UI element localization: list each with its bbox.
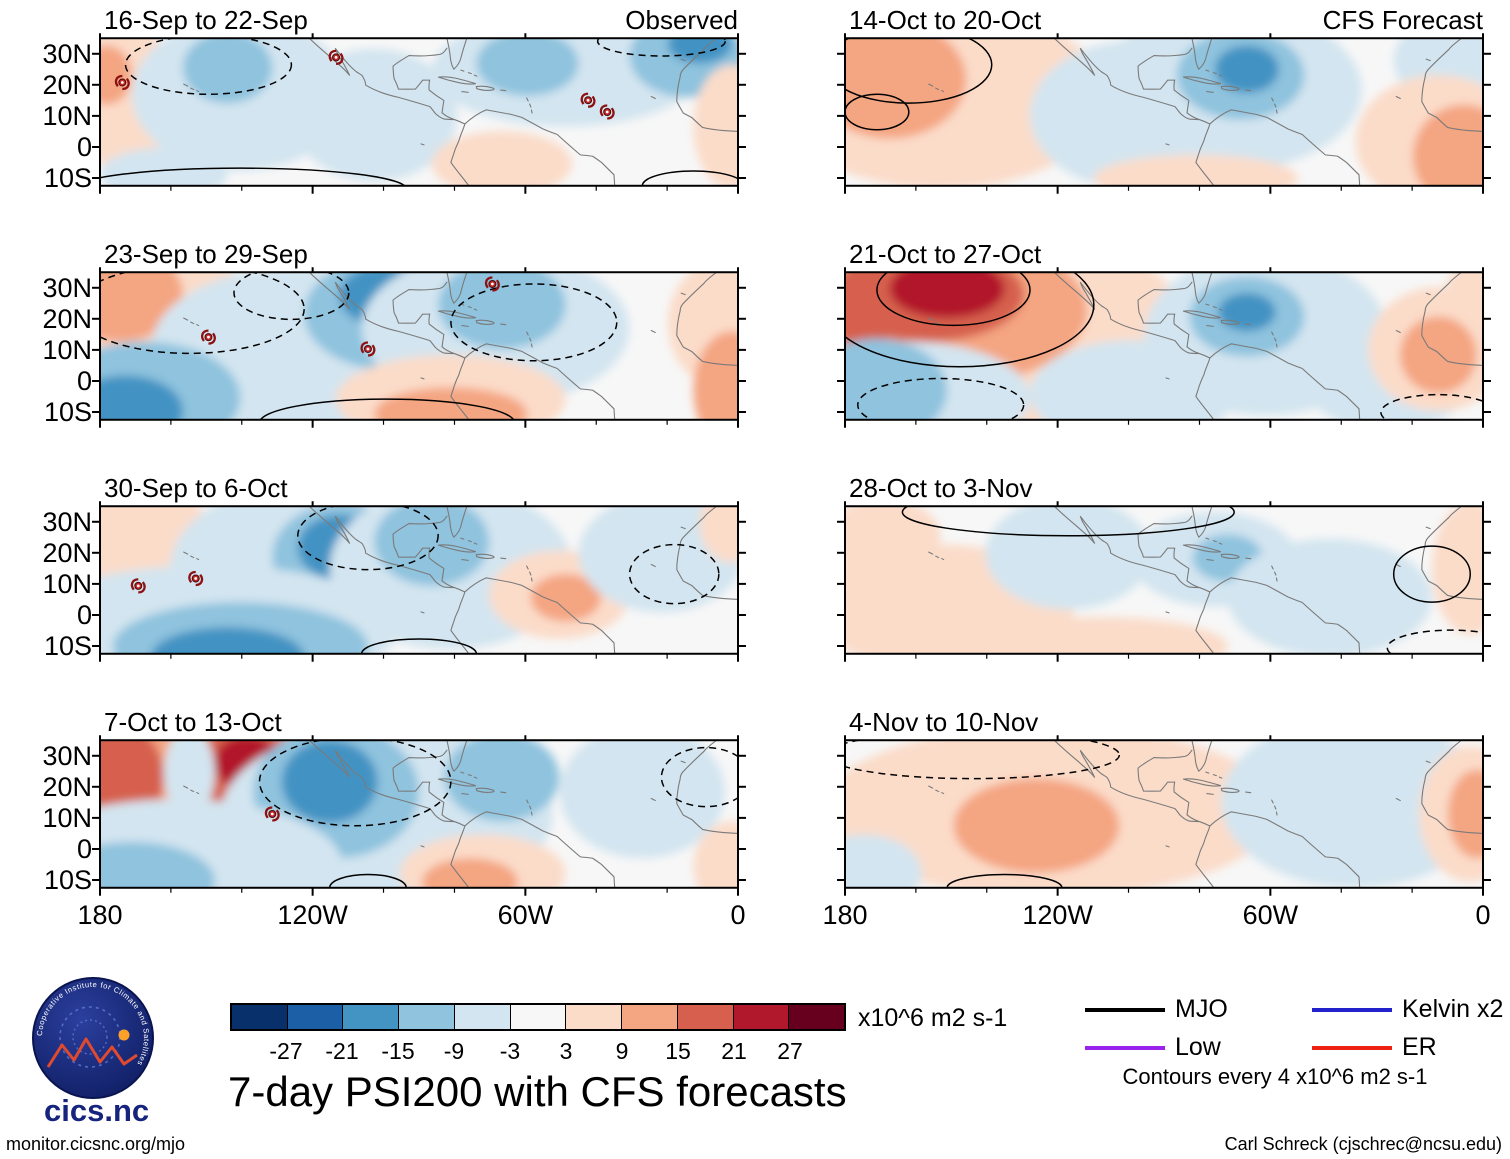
y-axis-tick-label: 10N [42,802,92,833]
y-axis-tick-label: 20N [42,303,92,334]
colorbar [230,1003,846,1031]
colorbar-cell [343,1005,400,1029]
colorbar-tick-label: 9 [615,1038,629,1064]
y-axis-tick-label: 0 [76,132,92,163]
colorbar-cell [399,1005,455,1029]
colorbar-cell [622,1005,678,1029]
map-panel [837,267,1491,428]
map-panel [837,501,1491,662]
y-axis-tick-label: 10S [43,865,92,896]
panel-title: 28-Oct to 3-Nov [849,473,1033,503]
colorbar-cell [510,1005,567,1029]
legend-line-kelvin-x2 [1312,1008,1392,1012]
y-axis-tick-label: 10S [43,397,92,428]
y-axis-tick-label: 30N [42,740,92,771]
legend-label: MJO [1175,995,1228,1023]
y-axis-tick-label: 0 [76,600,92,631]
y-axis-tick-label: 30N [42,38,92,69]
logo-wordmark: cics.nc [44,1093,149,1128]
colorbar-tick-label: 27 [777,1038,803,1064]
logo-mountains-icon [46,1037,138,1068]
logo-swirl-outer [59,1006,121,1068]
map-panel [837,735,1491,896]
colorbar-units: x10^6 m2 s-1 [858,1004,1008,1032]
panel-corner-label: Observed [625,5,738,35]
logo-swirl-inner [72,1019,108,1055]
map-panel [92,501,746,662]
colorbar-tick-label: -15 [381,1038,415,1064]
colorbar-cell [789,1005,845,1029]
colorbar-cell [232,1005,288,1029]
panel-title: 16-Sep to 22-Sep [104,5,308,35]
colorbar-cell [566,1005,623,1029]
colorbar-tick-label: 21 [721,1038,747,1064]
map-panel [92,735,746,896]
colorbar-tick-label: -9 [443,1038,465,1064]
y-axis-tick-label: 10S [43,163,92,194]
panel-title: 7-Oct to 13-Oct [104,707,282,737]
panel-title: 21-Oct to 27-Oct [849,239,1042,269]
logo-circle [32,977,154,1099]
x-axis-tick-label: 120W [1022,900,1093,930]
y-axis-tick-label: 0 [76,834,92,865]
y-axis-tick-label: 20N [42,537,92,568]
colorbar-cell [287,1005,344,1029]
x-axis-tick-label: 180 [822,900,868,930]
footer-credit: Carl Schreck (cjschrec@ncsu.edu) [1224,1134,1502,1154]
cicsnc-logo: Cooperative Institute for Climate and Sa… [32,977,154,1128]
legend-label: Kelvin x2 [1402,995,1504,1023]
colorbar-tick-label: 15 [665,1038,691,1064]
legend-label: ER [1402,1033,1437,1061]
panel-corner-label: CFS Forecast [1322,5,1483,35]
y-axis-tick-label: 0 [76,366,92,397]
colorbar-tick-label: -21 [325,1038,359,1064]
panel-title: 23-Sep to 29-Sep [104,239,308,269]
legend-line-low [1085,1046,1165,1050]
map-panel [837,33,1491,194]
panel-title: 30-Sep to 6-Oct [104,473,288,503]
colorbar-cell [454,1005,511,1029]
y-axis-tick-label: 30N [42,506,92,537]
colorbar-tick-label: 3 [559,1038,573,1064]
footer-url: monitor.cicsnc.org/mjo [6,1134,186,1154]
colorbar-tick-label: -3 [499,1038,521,1064]
map-panel [92,267,746,428]
panel-title: 14-Oct to 20-Oct [849,5,1042,35]
contour-interval-note: Contours every 4 x10^6 m2 s-1 [1122,1064,1428,1089]
x-axis-tick-label: 0 [1475,900,1491,930]
map-panel [92,33,746,194]
panel-title: 4-Nov to 10-Nov [849,707,1039,737]
x-axis-tick-label: 60W [1242,900,1299,930]
colorbar-cell [677,1005,734,1029]
colorbar-tick-label: -27 [269,1038,303,1064]
y-axis-tick-label: 20N [42,69,92,100]
x-axis-tick-label: 0 [730,900,746,930]
x-axis-tick-label: 60W [497,900,554,930]
y-axis-tick-label: 10N [42,568,92,599]
legend-line-mjo [1085,1008,1165,1012]
y-axis-tick-label: 20N [42,771,92,802]
y-axis-tick-label: 10N [42,334,92,365]
y-axis-tick-label: 10N [42,100,92,131]
y-axis-tick-label: 10S [43,631,92,662]
x-axis-tick-label: 180 [77,900,123,930]
logo-sun-icon [118,1029,130,1041]
main-title: 7-day PSI200 with CFS forecasts [228,1068,847,1115]
y-axis-tick-label: 30N [42,272,92,303]
x-axis-tick-label: 120W [277,900,348,930]
legend-line-er [1312,1046,1392,1050]
legend-label: Low [1175,1033,1221,1061]
colorbar-cell [733,1005,790,1029]
